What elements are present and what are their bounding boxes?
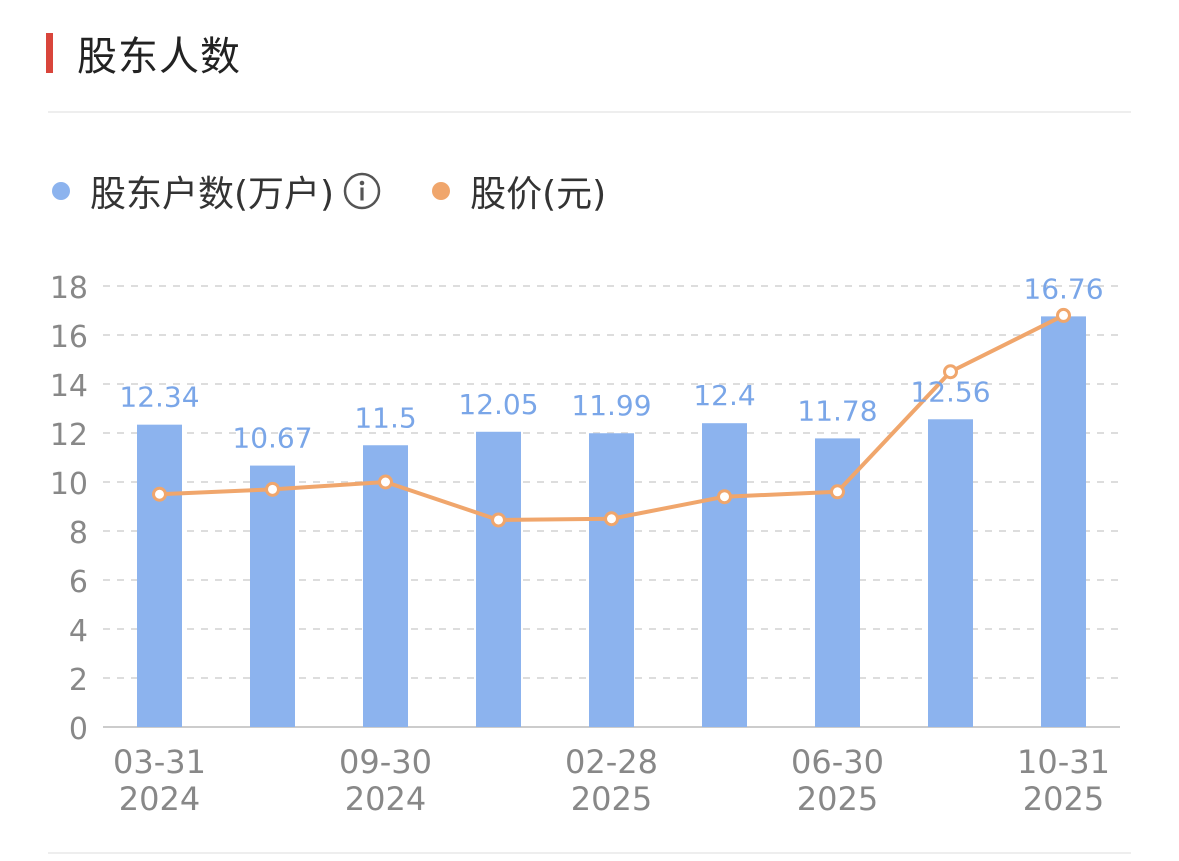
chart-legend: 股东户数(万户) 股价(元): [52, 164, 606, 218]
bar-value-label: 11.99: [571, 389, 651, 422]
header-accent-bar: [46, 33, 53, 73]
bar-value-label: 12.4: [693, 379, 755, 412]
y-tick-label: 8: [69, 516, 88, 551]
x-tick-label: 10-31: [1017, 743, 1110, 781]
bar-value-label: 12.56: [910, 375, 990, 408]
bar: [137, 424, 182, 727]
price-point: [943, 364, 958, 380]
price-point: [604, 511, 619, 527]
bar-value-label: 10.67: [232, 422, 312, 455]
bar: [363, 445, 408, 727]
price-point: [265, 481, 280, 497]
x-tick-label: 09-30: [339, 743, 432, 781]
legend-item-line: 股价(元): [432, 165, 606, 217]
bar: [589, 433, 634, 727]
y-tick-label: 2: [69, 663, 88, 698]
price-point: [717, 489, 732, 505]
legend-label-line: 股价(元): [470, 174, 607, 215]
y-tick-label: 4: [69, 614, 88, 649]
price-point: [491, 512, 506, 528]
bar-value-label: 16.76: [1023, 272, 1103, 305]
x-tick-label: 06-30: [791, 743, 884, 781]
page-title: 股东人数: [77, 34, 241, 80]
bar: [1041, 316, 1086, 727]
x-tick-label: 2025: [571, 780, 652, 818]
bottom-divider: [48, 852, 1131, 854]
x-tick-label: 2024: [119, 780, 200, 818]
bar-value-label: 11.78: [797, 394, 877, 427]
price-point: [378, 474, 393, 490]
bar: [250, 465, 295, 727]
y-tick-label: 14: [50, 369, 88, 404]
x-tick-label: 2025: [797, 780, 878, 818]
bar: [702, 423, 747, 727]
x-tick-label: 03-31: [113, 743, 206, 781]
y-tick-label: 18: [50, 271, 88, 306]
bar-value-label: 11.5: [354, 401, 416, 434]
info-icon[interactable]: [342, 171, 382, 211]
x-tick-label: 2024: [345, 780, 426, 818]
x-tick-label: 2025: [1023, 780, 1104, 818]
y-tick-label: 6: [69, 565, 88, 600]
section-header: 股东人数: [46, 28, 241, 80]
bar-value-label: 12.34: [119, 381, 199, 414]
price-point: [152, 486, 167, 502]
bar-value-label: 12.05: [458, 388, 538, 421]
top-divider: [48, 111, 1131, 113]
y-tick-label: 12: [50, 418, 88, 453]
y-tick-label: 16: [50, 320, 88, 355]
x-tick-label: 02-28: [565, 743, 658, 781]
y-tick-label: 10: [50, 467, 88, 502]
legend-item-bars: 股东户数(万户): [52, 165, 382, 217]
legend-dot-line: [432, 182, 451, 200]
bar: [476, 431, 521, 727]
bar: [928, 419, 973, 727]
legend-dot-bars: [52, 182, 70, 200]
price-point: [830, 484, 845, 500]
legend-label-bars: 股东户数(万户): [90, 174, 335, 215]
y-tick-label: 0: [69, 712, 88, 747]
bar: [815, 438, 860, 727]
price-point: [1056, 307, 1071, 323]
